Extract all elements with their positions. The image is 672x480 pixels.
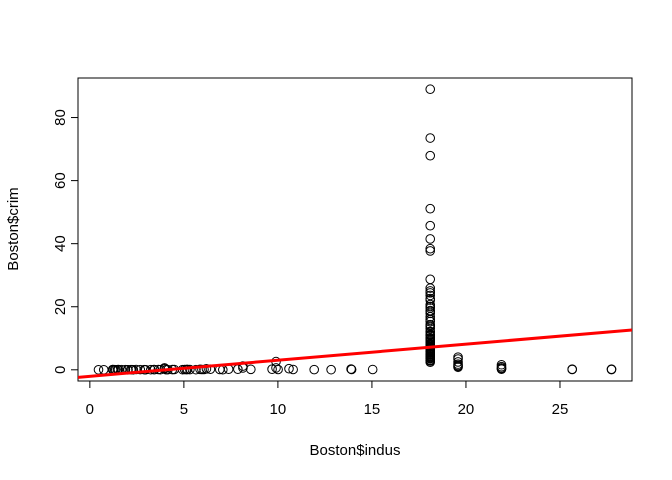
point	[453, 362, 463, 373]
point	[425, 234, 436, 244]
point	[425, 316, 436, 327]
y-tick-label: 20	[52, 298, 69, 315]
point	[496, 364, 507, 374]
point	[271, 363, 281, 373]
point	[98, 364, 109, 375]
point	[273, 364, 283, 375]
x-tick-label: 10	[270, 401, 287, 418]
point	[367, 364, 378, 375]
x-axis-label: Boston$indus	[310, 442, 401, 459]
point	[288, 364, 298, 375]
point	[201, 364, 212, 374]
point	[425, 288, 436, 298]
point	[425, 203, 436, 214]
point	[191, 364, 201, 375]
point	[453, 357, 463, 367]
x-tick-label: 20	[458, 401, 475, 418]
x-tick-label: 5	[180, 401, 188, 418]
y-axis-label: Boston$crim	[5, 187, 22, 270]
point	[425, 323, 436, 334]
point	[425, 243, 436, 254]
point	[246, 364, 256, 375]
point	[135, 364, 146, 375]
plot-frame	[77, 77, 633, 382]
y-tick-label: 40	[52, 235, 69, 252]
point	[606, 364, 617, 374]
point	[425, 357, 436, 368]
point	[425, 133, 436, 143]
point	[567, 364, 577, 374]
y-tick-label: 80	[52, 109, 69, 126]
y-tick-label: 0	[52, 366, 69, 374]
x-tick-label: 0	[86, 401, 94, 418]
point	[326, 364, 336, 375]
point	[425, 150, 436, 161]
point	[425, 246, 436, 256]
point	[309, 364, 319, 375]
point	[346, 364, 357, 375]
point	[425, 290, 436, 301]
x-tick-label: 25	[552, 401, 569, 418]
point	[284, 363, 294, 374]
point	[425, 220, 436, 231]
x-tick-label: 15	[364, 401, 381, 418]
point	[425, 84, 436, 95]
point	[425, 274, 436, 285]
point	[93, 364, 104, 375]
y-tick-label: 60	[52, 172, 69, 189]
regression-line	[78, 328, 632, 379]
point	[425, 283, 436, 293]
point	[425, 295, 436, 305]
point	[267, 364, 277, 374]
